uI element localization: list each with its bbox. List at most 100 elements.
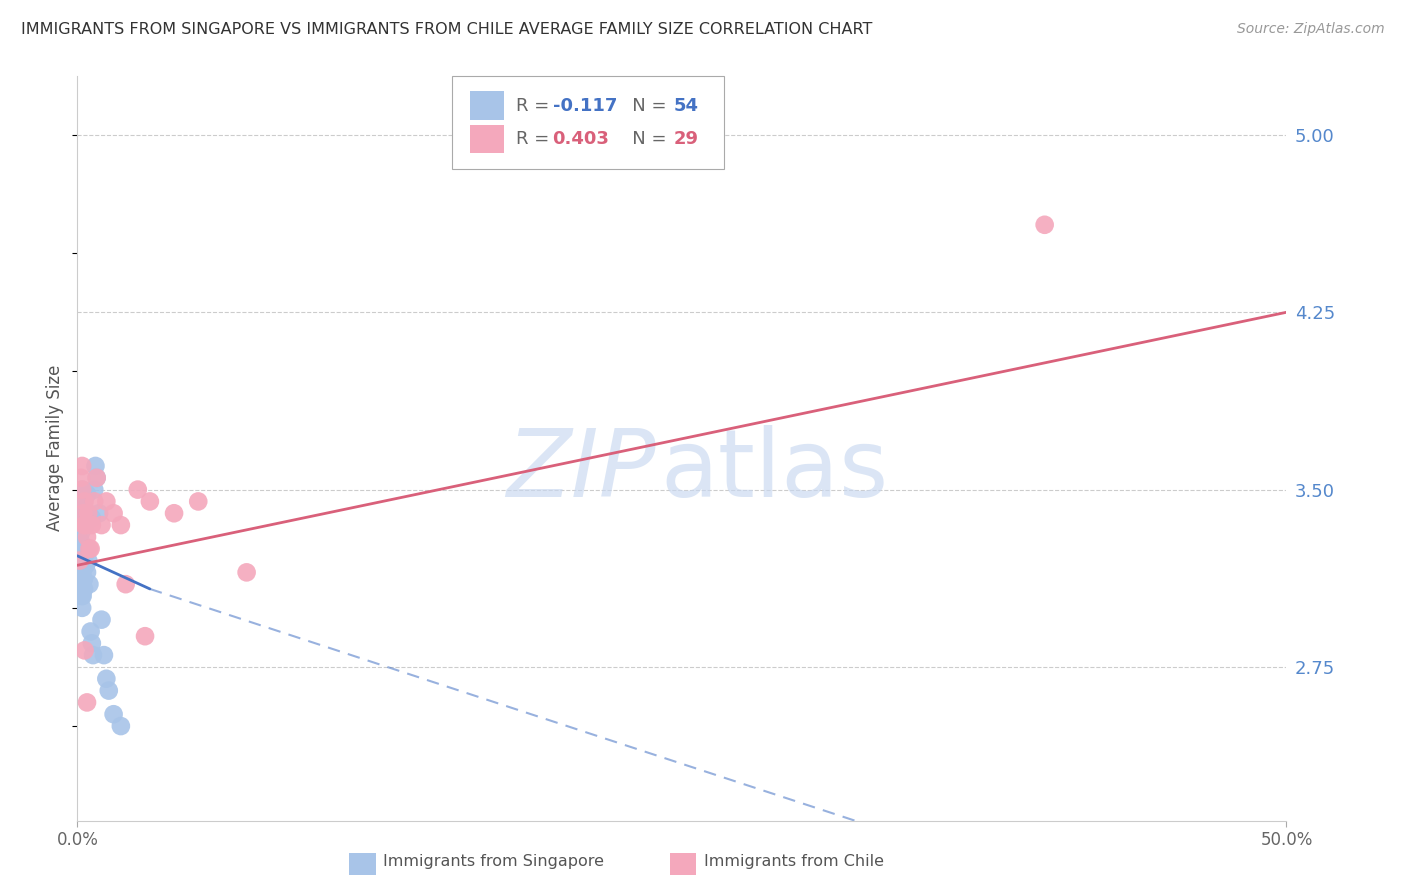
Point [70,483,93,497]
Point [76,530,98,544]
Point [72,506,94,520]
Point [73,549,96,563]
Point [70,458,93,473]
Point [139,494,162,508]
Point [96,672,118,686]
Point [70,582,93,596]
Point [70,589,93,603]
Point [70,483,93,497]
Text: IMMIGRANTS FROM SINGAPORE VS IMMIGRANTS FROM CHILE AVERAGE FAMILY SIZE CORRELATI: IMMIGRANTS FROM SINGAPORE VS IMMIGRANTS … [21,22,873,37]
Point [76,695,98,709]
Text: 0.403: 0.403 [553,130,609,148]
Text: 29: 29 [673,130,699,148]
Point [114,577,136,591]
Point [76,566,98,580]
Point [75,518,97,533]
Point [72,549,94,563]
Text: N =: N = [616,96,672,114]
Point [83,494,105,508]
Point [75,558,97,573]
Point [69,558,91,573]
Point [73,573,96,587]
Point [69,577,91,591]
Point [235,566,257,580]
Point [70,573,93,587]
Point [72,589,94,603]
Point [90,613,112,627]
Point [70,494,93,508]
Point [73,582,96,596]
FancyBboxPatch shape [350,853,375,875]
Text: N =: N = [616,130,672,148]
Point [72,566,94,580]
Point [80,636,103,650]
Point [79,624,101,639]
Text: Immigrants from Singapore: Immigrants from Singapore [384,855,605,869]
Point [70,577,93,591]
Point [163,506,186,520]
Point [83,483,105,497]
Point [86,471,108,485]
Point [103,506,125,520]
Point [69,566,91,580]
Text: R =: R = [516,130,555,148]
Point [70,600,93,615]
FancyBboxPatch shape [470,92,505,120]
Point [67,553,90,567]
Point [72,558,94,573]
Point [76,541,98,556]
Point [69,506,91,520]
Point [69,518,91,533]
Point [67,530,90,544]
Point [69,553,91,567]
Text: atlas: atlas [661,425,889,516]
Point [70,525,93,540]
Point [73,643,96,657]
Point [72,541,94,556]
Point [80,518,103,533]
Point [67,541,90,556]
Point [97,683,120,698]
Point [69,553,91,567]
Text: R =: R = [516,96,555,114]
Point [67,541,90,556]
FancyBboxPatch shape [453,76,724,169]
Point [187,494,209,508]
Point [80,511,103,525]
Point [72,511,94,525]
Point [103,707,125,722]
Point [1033,218,1056,232]
Point [96,494,118,508]
Point [79,577,101,591]
Point [84,458,107,473]
Point [77,506,100,520]
Point [134,629,156,643]
Text: Immigrants from Chile: Immigrants from Chile [703,855,884,869]
Point [90,518,112,533]
Point [73,494,96,508]
FancyBboxPatch shape [470,125,505,153]
Point [73,518,96,533]
Point [87,506,110,520]
Text: -0.117: -0.117 [553,96,617,114]
Text: 54: 54 [673,96,699,114]
Point [82,648,104,662]
Text: ZIP: ZIP [506,425,655,516]
Point [79,541,101,556]
Text: Source: ZipAtlas.com: Source: ZipAtlas.com [1237,22,1385,37]
Point [77,553,100,567]
FancyBboxPatch shape [669,853,696,875]
Point [75,518,97,533]
Point [93,648,115,662]
Point [73,501,96,516]
Point [72,518,94,533]
Point [69,549,91,563]
Point [70,471,93,485]
Point [110,719,132,733]
Point [72,506,94,520]
Point [70,534,93,549]
Point [79,541,101,556]
Point [127,483,149,497]
Point [76,487,98,501]
Point [110,518,132,533]
